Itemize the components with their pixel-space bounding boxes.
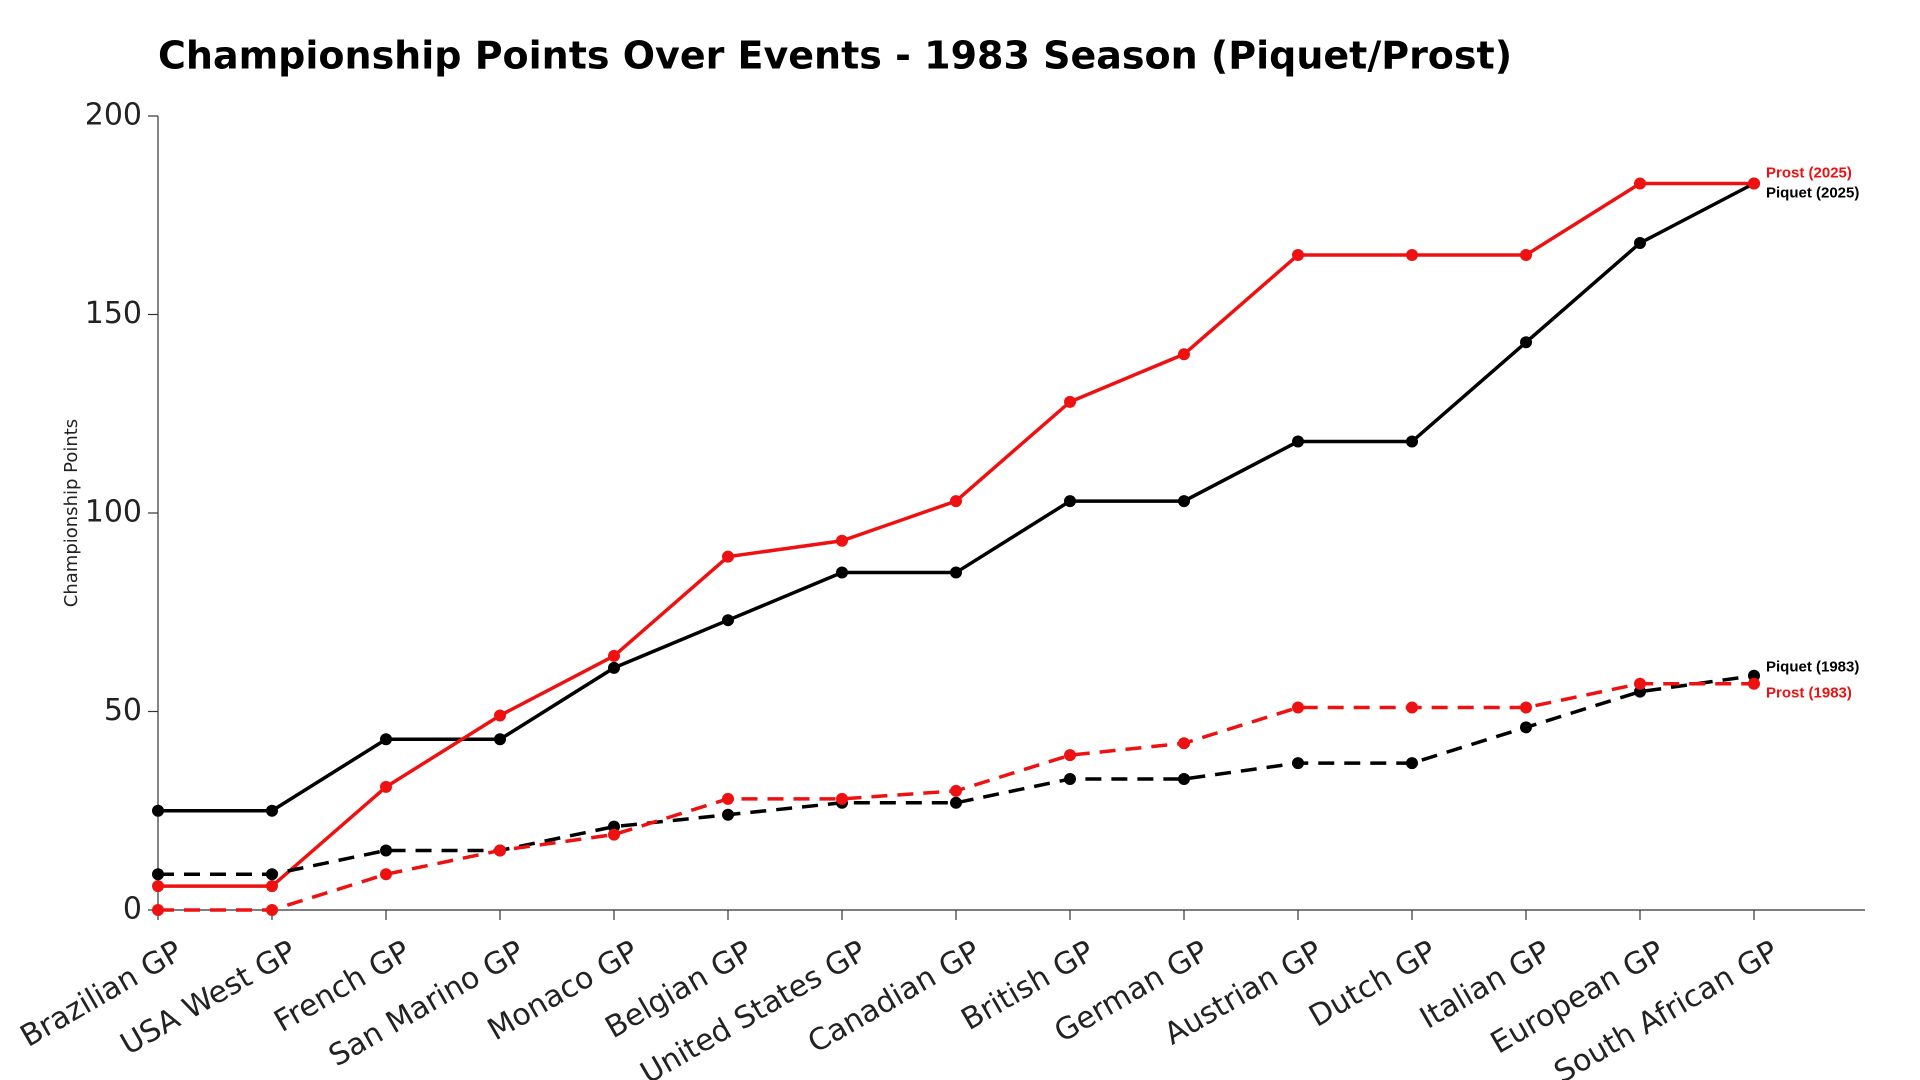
series-label: Prost (1983) <box>1766 685 1852 702</box>
point <box>1520 336 1532 349</box>
point <box>380 844 392 857</box>
point <box>380 780 392 793</box>
point <box>1406 701 1418 714</box>
point <box>608 649 620 662</box>
series-label: Prost (2025) <box>1766 164 1852 181</box>
y-tick-label: 150 <box>85 296 142 331</box>
series-label: Piquet (1983) <box>1766 659 1859 676</box>
point <box>266 904 278 916</box>
point <box>152 868 164 881</box>
point <box>494 733 506 746</box>
point <box>836 534 848 547</box>
y-tick-label: 200 <box>85 98 142 133</box>
point <box>1292 248 1304 261</box>
point <box>1406 248 1418 261</box>
point <box>608 661 620 674</box>
point <box>722 550 734 563</box>
x-tick-label: San Marino GP <box>323 934 530 1074</box>
point <box>1634 677 1646 690</box>
point <box>1520 721 1532 734</box>
point <box>266 804 278 817</box>
point <box>1064 749 1076 762</box>
point <box>950 796 962 809</box>
point <box>1178 772 1190 785</box>
point <box>722 792 734 805</box>
series-label: Piquet (2025) <box>1766 184 1859 201</box>
point <box>1178 737 1190 750</box>
point <box>1634 177 1646 190</box>
y-axis-label: Championship Points <box>61 419 82 607</box>
y-tick-label: 100 <box>85 495 142 530</box>
point <box>950 495 962 508</box>
point <box>950 566 962 579</box>
point <box>722 808 734 821</box>
point <box>1064 395 1076 408</box>
point <box>608 828 620 841</box>
point <box>152 904 164 916</box>
point <box>1520 248 1532 261</box>
series-line <box>158 181 1754 888</box>
point <box>836 566 848 579</box>
point <box>494 709 506 722</box>
chart-title: Championship Points Over Events - 1983 S… <box>158 34 1512 78</box>
y-tick-label: 50 <box>104 693 142 728</box>
point <box>1178 495 1190 508</box>
point <box>266 880 278 893</box>
point <box>1178 348 1190 361</box>
point <box>722 614 734 627</box>
point <box>1406 435 1418 448</box>
point <box>494 844 506 857</box>
y-tick-label: 0 <box>123 892 142 927</box>
point <box>1520 701 1532 714</box>
point <box>380 733 392 746</box>
point <box>1292 701 1304 714</box>
point <box>1406 757 1418 770</box>
series-line <box>158 674 1755 877</box>
point <box>1748 677 1760 690</box>
point <box>1064 772 1076 785</box>
point <box>1064 495 1076 508</box>
point <box>152 880 164 893</box>
point <box>1292 435 1304 448</box>
point <box>152 804 164 817</box>
point <box>950 784 962 797</box>
point <box>1748 177 1760 190</box>
point <box>380 868 392 881</box>
point <box>1292 757 1304 770</box>
point <box>1634 237 1646 250</box>
point <box>266 868 278 881</box>
point <box>836 792 848 805</box>
